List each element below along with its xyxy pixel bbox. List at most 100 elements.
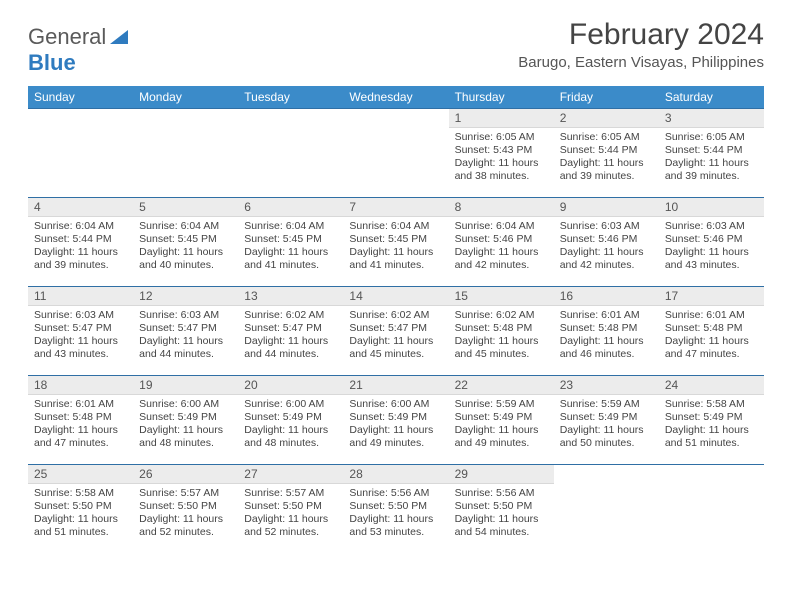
day-number: 24 [659, 376, 764, 394]
day-details: Sunrise: 6:03 AMSunset: 5:47 PMDaylight:… [28, 306, 133, 368]
sunset-line: Sunset: 5:45 PM [349, 233, 442, 246]
day-number-cell: 7 [343, 198, 448, 217]
day-number: 23 [554, 376, 659, 394]
day-number: 16 [554, 287, 659, 305]
day-number-row: 11121314151617 [28, 287, 764, 306]
sunset-line: Sunset: 5:44 PM [560, 144, 653, 157]
sunrise-line: Sunrise: 6:01 AM [560, 309, 653, 322]
day-number: 26 [133, 465, 238, 483]
sunset-line: Sunset: 5:49 PM [244, 411, 337, 424]
weekday-header: Saturday [659, 86, 764, 109]
weekday-header-row: SundayMondayTuesdayWednesdayThursdayFrid… [28, 86, 764, 109]
day-number: 12 [133, 287, 238, 305]
logo-part1: General [28, 24, 106, 49]
sunrise-line: Sunrise: 5:56 AM [349, 487, 442, 500]
day-content-cell: Sunrise: 6:04 AMSunset: 5:45 PMDaylight:… [238, 217, 343, 287]
day-number-cell: 26 [133, 465, 238, 484]
sunset-line: Sunset: 5:47 PM [139, 322, 232, 335]
day-number: 13 [238, 287, 343, 305]
day-details: Sunrise: 5:59 AMSunset: 5:49 PMDaylight:… [554, 395, 659, 457]
header: GeneralBlue February 2024 Barugo, Easter… [28, 18, 764, 76]
sunset-line: Sunset: 5:47 PM [349, 322, 442, 335]
day-details: Sunrise: 6:03 AMSunset: 5:46 PMDaylight:… [659, 217, 764, 279]
day-details: Sunrise: 6:02 AMSunset: 5:47 PMDaylight:… [238, 306, 343, 368]
day-details: Sunrise: 5:56 AMSunset: 5:50 PMDaylight:… [343, 484, 448, 546]
sunset-line: Sunset: 5:45 PM [244, 233, 337, 246]
day-number: 10 [659, 198, 764, 216]
day-details: Sunrise: 6:05 AMSunset: 5:43 PMDaylight:… [449, 128, 554, 190]
daylight-line: Daylight: 11 hours and 52 minutes. [139, 513, 232, 539]
day-number: 14 [343, 287, 448, 305]
day-number: 29 [449, 465, 554, 483]
day-number-cell: 8 [449, 198, 554, 217]
day-number: 28 [343, 465, 448, 483]
day-number: 21 [343, 376, 448, 394]
day-content-cell: Sunrise: 6:05 AMSunset: 5:44 PMDaylight:… [554, 128, 659, 198]
sunrise-line: Sunrise: 6:00 AM [349, 398, 442, 411]
day-number-cell: 25 [28, 465, 133, 484]
day-number: 9 [554, 198, 659, 216]
sunrise-line: Sunrise: 5:58 AM [34, 487, 127, 500]
weekday-header: Tuesday [238, 86, 343, 109]
day-content-row: Sunrise: 6:05 AMSunset: 5:43 PMDaylight:… [28, 128, 764, 198]
daylight-line: Daylight: 11 hours and 46 minutes. [560, 335, 653, 361]
day-content-cell: Sunrise: 5:56 AMSunset: 5:50 PMDaylight:… [449, 484, 554, 554]
sunrise-line: Sunrise: 6:02 AM [349, 309, 442, 322]
daylight-line: Daylight: 11 hours and 41 minutes. [244, 246, 337, 272]
empty-cell [28, 109, 133, 128]
sunset-line: Sunset: 5:46 PM [455, 233, 548, 246]
day-number-cell: 20 [238, 376, 343, 395]
day-content-cell: Sunrise: 5:57 AMSunset: 5:50 PMDaylight:… [238, 484, 343, 554]
daylight-line: Daylight: 11 hours and 40 minutes. [139, 246, 232, 272]
day-details: Sunrise: 6:03 AMSunset: 5:47 PMDaylight:… [133, 306, 238, 368]
day-content-cell: Sunrise: 5:57 AMSunset: 5:50 PMDaylight:… [133, 484, 238, 554]
day-content-cell: Sunrise: 5:59 AMSunset: 5:49 PMDaylight:… [449, 395, 554, 465]
day-details: Sunrise: 5:56 AMSunset: 5:50 PMDaylight:… [449, 484, 554, 546]
day-details: Sunrise: 6:04 AMSunset: 5:45 PMDaylight:… [133, 217, 238, 279]
day-details: Sunrise: 6:04 AMSunset: 5:46 PMDaylight:… [449, 217, 554, 279]
daylight-line: Daylight: 11 hours and 52 minutes. [244, 513, 337, 539]
sunrise-line: Sunrise: 6:04 AM [139, 220, 232, 233]
sunset-line: Sunset: 5:46 PM [665, 233, 758, 246]
sunrise-line: Sunrise: 6:03 AM [139, 309, 232, 322]
daylight-line: Daylight: 11 hours and 38 minutes. [455, 157, 548, 183]
daylight-line: Daylight: 11 hours and 45 minutes. [455, 335, 548, 361]
daylight-line: Daylight: 11 hours and 43 minutes. [34, 335, 127, 361]
day-details: Sunrise: 6:00 AMSunset: 5:49 PMDaylight:… [133, 395, 238, 457]
empty-cell [343, 128, 448, 198]
sunset-line: Sunset: 5:44 PM [665, 144, 758, 157]
day-content-cell: Sunrise: 6:02 AMSunset: 5:48 PMDaylight:… [449, 306, 554, 376]
daylight-line: Daylight: 11 hours and 41 minutes. [349, 246, 442, 272]
daylight-line: Daylight: 11 hours and 48 minutes. [139, 424, 232, 450]
empty-cell [659, 465, 764, 484]
daylight-line: Daylight: 11 hours and 43 minutes. [665, 246, 758, 272]
sunset-line: Sunset: 5:49 PM [455, 411, 548, 424]
day-number: 17 [659, 287, 764, 305]
day-content-cell: Sunrise: 6:01 AMSunset: 5:48 PMDaylight:… [28, 395, 133, 465]
logo: GeneralBlue [28, 24, 128, 76]
sunset-line: Sunset: 5:44 PM [34, 233, 127, 246]
day-number-row: 123 [28, 109, 764, 128]
day-content-cell: Sunrise: 6:05 AMSunset: 5:44 PMDaylight:… [659, 128, 764, 198]
day-number: 2 [554, 109, 659, 127]
day-number-cell: 21 [343, 376, 448, 395]
day-details: Sunrise: 6:01 AMSunset: 5:48 PMDaylight:… [554, 306, 659, 368]
day-number: 3 [659, 109, 764, 127]
title-block: February 2024 Barugo, Eastern Visayas, P… [518, 18, 764, 71]
day-number-cell: 18 [28, 376, 133, 395]
day-content-cell: Sunrise: 6:04 AMSunset: 5:45 PMDaylight:… [133, 217, 238, 287]
day-content-cell: Sunrise: 5:58 AMSunset: 5:50 PMDaylight:… [28, 484, 133, 554]
weekday-header: Monday [133, 86, 238, 109]
day-details: Sunrise: 6:05 AMSunset: 5:44 PMDaylight:… [554, 128, 659, 190]
sunrise-line: Sunrise: 5:57 AM [139, 487, 232, 500]
weekday-header: Wednesday [343, 86, 448, 109]
day-content-cell: Sunrise: 5:56 AMSunset: 5:50 PMDaylight:… [343, 484, 448, 554]
daylight-line: Daylight: 11 hours and 49 minutes. [455, 424, 548, 450]
sunrise-line: Sunrise: 5:59 AM [560, 398, 653, 411]
day-number: 5 [133, 198, 238, 216]
day-details: Sunrise: 6:05 AMSunset: 5:44 PMDaylight:… [659, 128, 764, 190]
daylight-line: Daylight: 11 hours and 44 minutes. [139, 335, 232, 361]
day-number: 19 [133, 376, 238, 394]
day-content-cell: Sunrise: 6:01 AMSunset: 5:48 PMDaylight:… [554, 306, 659, 376]
day-details: Sunrise: 5:58 AMSunset: 5:50 PMDaylight:… [28, 484, 133, 546]
